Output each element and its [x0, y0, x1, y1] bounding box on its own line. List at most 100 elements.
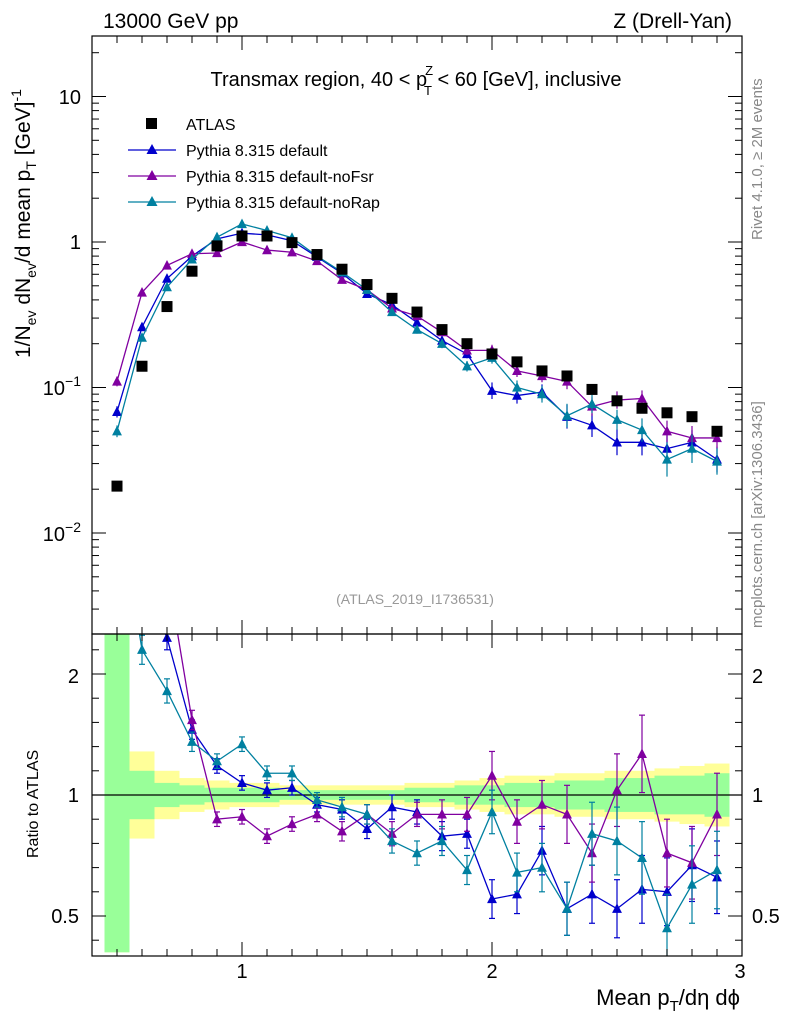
- ratio-point: [212, 755, 222, 766]
- series-point: [137, 286, 147, 297]
- ratio-uncertainty-bands: [104, 634, 730, 953]
- x-tick-label-3: 3: [734, 961, 745, 983]
- y-tick-label-0.01: 10−2: [43, 519, 81, 546]
- ratio-point: [587, 888, 597, 899]
- y-axis-label-ratio: Ratio to ATLAS: [25, 750, 42, 858]
- ratio-point: [462, 864, 472, 875]
- ratio-point: [512, 866, 522, 877]
- series-point: [712, 432, 722, 443]
- series-point: [587, 398, 597, 409]
- ratio-point: [387, 801, 397, 812]
- legend-marker-default: [146, 144, 158, 154]
- series-point: [462, 360, 472, 371]
- atlas-point: [311, 249, 323, 261]
- ratio-point: [612, 784, 622, 795]
- y-axis-label-main: 1/Nev dNev/d mean pT [GeV]-1: [8, 89, 39, 358]
- legend-marker-atlas: [146, 118, 157, 129]
- atlas-point: [411, 306, 423, 318]
- chart-title: Transmax region, 40 < pZ T < 60 [GeV], in…: [210, 63, 621, 98]
- x-axis-label: Mean pT/dη dϕ: [596, 985, 740, 1015]
- ratio-point: [287, 782, 297, 792]
- ratio-point: [562, 903, 572, 913]
- ratio-point: [187, 714, 197, 725]
- ratio-point: [487, 893, 497, 904]
- series-point: [337, 274, 347, 284]
- legend: ATLAS Pythia 8.315 default Pythia 8.315 …: [128, 117, 380, 212]
- ratio-point: [362, 808, 372, 819]
- series-point: [187, 248, 197, 258]
- series-point: [512, 390, 522, 400]
- ratio-point: [137, 644, 147, 654]
- series-point: [537, 388, 547, 399]
- series-point: [312, 255, 322, 266]
- series-line-0: [116, 232, 718, 461]
- atlas-point: [561, 370, 573, 382]
- legend-label-nofsr: Pythia 8.315 default-noFsr: [186, 169, 374, 186]
- series-point: [112, 406, 122, 416]
- ratio-y-tick-label-2-right: 2: [752, 666, 763, 688]
- series-point: [112, 375, 122, 386]
- legend-marker-nofsr: [146, 170, 158, 180]
- ratio-point: [537, 799, 547, 809]
- ratio-point: [412, 847, 422, 858]
- series-point: [387, 306, 397, 317]
- header-left: 13000 GeV pp: [103, 10, 238, 33]
- ratio-point: [112, 257, 122, 267]
- x-tick-label-1: 1: [236, 961, 247, 983]
- ratio-y-tick-label-2: 2: [68, 666, 79, 688]
- ratio-point: [287, 767, 297, 778]
- atlas-point: [436, 324, 448, 336]
- series-point: [487, 385, 497, 395]
- atlas-point: [636, 402, 648, 414]
- legend-marker-norap: [146, 196, 158, 206]
- ratio-point: [162, 564, 172, 574]
- series-point: [662, 425, 672, 436]
- ratio-y-tick-label-1-right: 1: [752, 785, 763, 807]
- ratio-point: [262, 830, 272, 841]
- ratio-point: [637, 748, 647, 758]
- axis-ticks: [91, 36, 743, 956]
- y-tick-label-1: 1: [70, 232, 81, 254]
- series-point: [187, 253, 197, 264]
- ratio-point: [637, 852, 647, 863]
- ratio-point: [187, 736, 197, 746]
- ratio-point: [412, 808, 422, 819]
- series-point: [237, 218, 247, 229]
- ratio-point: [662, 847, 672, 858]
- ratio-point: [512, 888, 522, 899]
- series-point: [287, 246, 297, 257]
- series-point: [162, 281, 172, 292]
- series-point: [212, 231, 222, 242]
- ratio-point: [137, 257, 147, 267]
- series-point: [687, 443, 697, 453]
- series-point: [162, 273, 172, 283]
- ratio-point: [487, 770, 497, 780]
- atlas-point: [136, 360, 148, 372]
- x-tick-label-2: 2: [486, 961, 497, 983]
- legend-label-atlas: ATLAS: [186, 117, 236, 134]
- ratio-point: [287, 818, 297, 829]
- atlas-point: [461, 338, 473, 350]
- atlas-point: [261, 230, 273, 242]
- ratio-point: [262, 767, 272, 778]
- series-line-1: [116, 241, 717, 439]
- ratio-point: [487, 806, 497, 817]
- atlas-point: [361, 279, 373, 291]
- series-point: [562, 410, 572, 420]
- ratio-point: [537, 862, 547, 872]
- y-tick-label-10: 10: [59, 87, 81, 109]
- ratio-panel-series: [112, 257, 722, 956]
- atlas-point: [336, 263, 348, 275]
- ratio-point: [262, 784, 272, 795]
- series-point: [137, 332, 147, 342]
- series-point: [162, 259, 172, 270]
- ratio-point: [462, 828, 472, 838]
- ratio-point: [212, 813, 222, 824]
- legend-label-norap: Pythia 8.315 default-noRap: [186, 195, 380, 212]
- ratio-point: [687, 879, 697, 889]
- y-tick-label-0.1: 10−1: [43, 373, 81, 400]
- series-point: [612, 436, 622, 447]
- ratio-point: [137, 572, 147, 582]
- atlas-point: [211, 240, 223, 252]
